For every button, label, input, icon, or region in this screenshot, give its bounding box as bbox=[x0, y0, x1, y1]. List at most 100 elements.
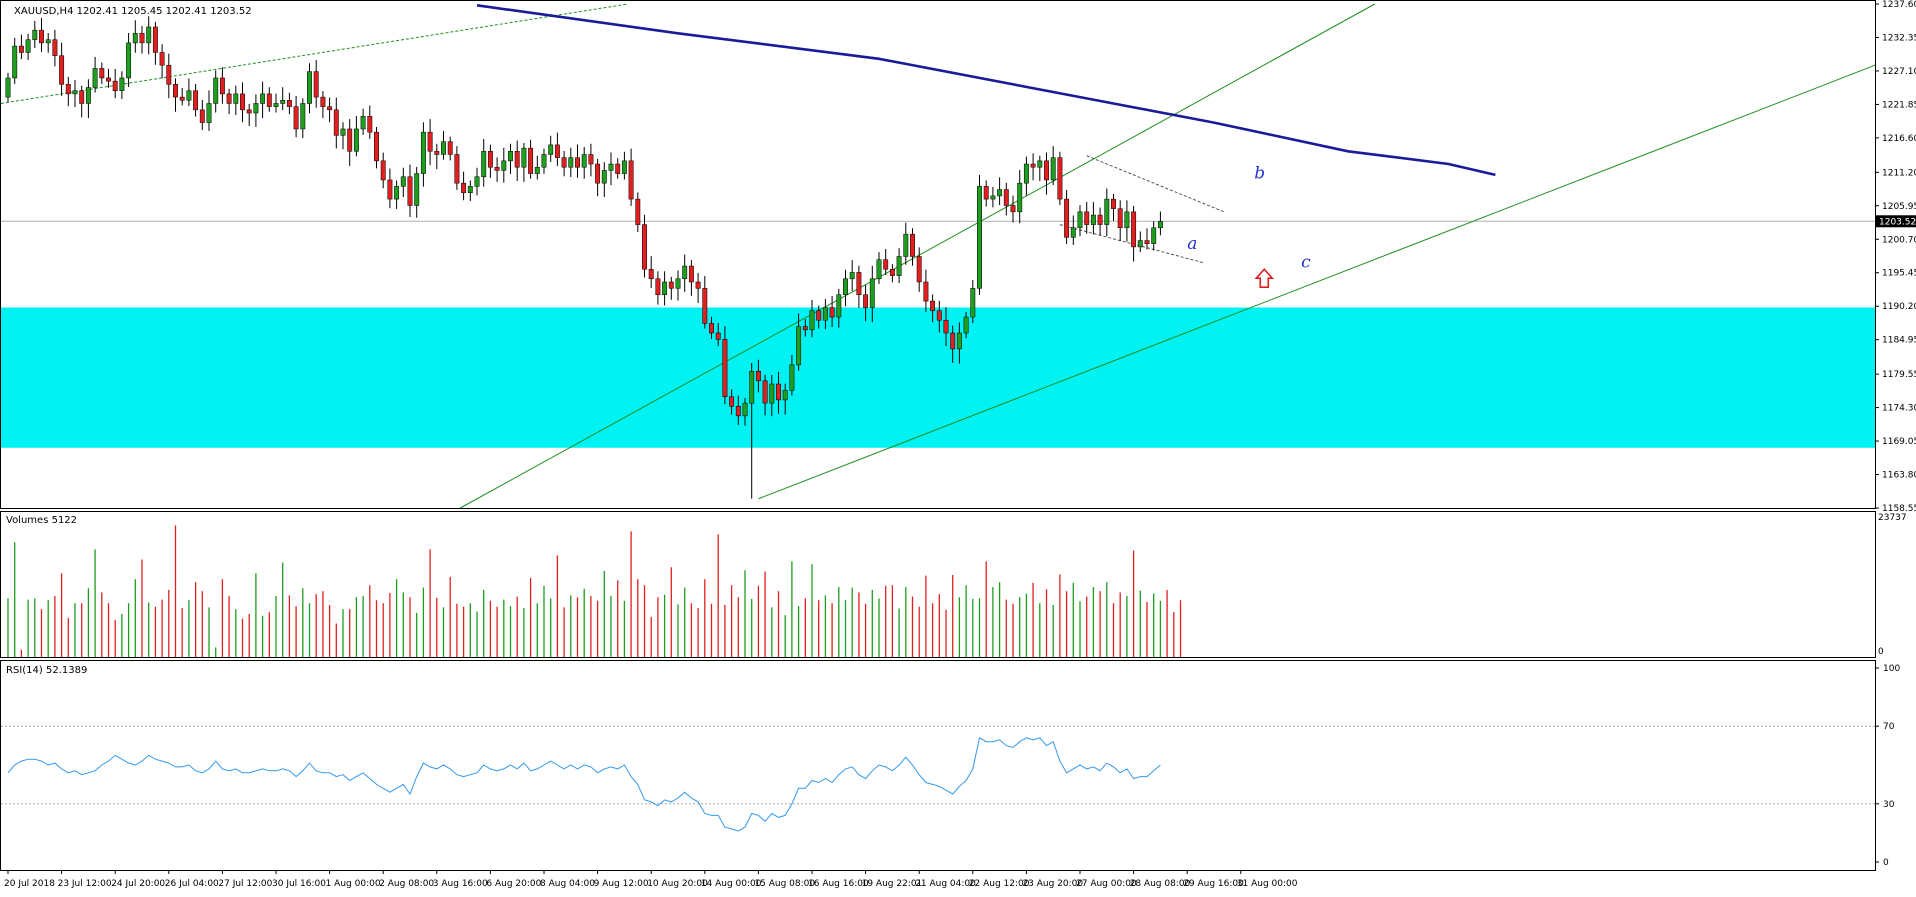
candle-down bbox=[18, 45, 24, 53]
candle-up bbox=[1104, 198, 1110, 225]
candle-down bbox=[554, 144, 560, 158]
candle-up bbox=[213, 77, 219, 104]
candle-up bbox=[903, 233, 909, 257]
candle-up bbox=[300, 103, 306, 130]
candle-down bbox=[648, 268, 654, 280]
moving-average-line bbox=[476, 4, 1496, 177]
time-tick-label: 24 Jul 20:00 bbox=[111, 879, 165, 889]
candle-up bbox=[501, 160, 507, 171]
rsi-panel: 100 70 30 0 bbox=[1, 664, 1900, 868]
candle-down bbox=[333, 109, 339, 136]
candle-up bbox=[340, 128, 346, 136]
candle-up bbox=[1070, 227, 1076, 238]
candle-down bbox=[688, 265, 694, 283]
candle-up bbox=[508, 151, 513, 162]
candlestick-series bbox=[5, 16, 1163, 499]
candle-down bbox=[1111, 198, 1116, 209]
candle-up bbox=[233, 93, 239, 104]
price-tick-label: 1237.60 bbox=[1882, 0, 1916, 10]
time-tick-label: 31 Aug 00:00 bbox=[1237, 879, 1298, 889]
candle-down bbox=[776, 383, 781, 401]
candle-down bbox=[755, 370, 761, 382]
candle-down bbox=[528, 147, 534, 174]
time-tick-label: 16 Aug 16:00 bbox=[808, 879, 869, 889]
candle-down bbox=[52, 39, 58, 56]
candle-down bbox=[1057, 157, 1063, 200]
candle-up bbox=[849, 272, 855, 280]
candle-down bbox=[762, 380, 768, 404]
price-tick-label: 1190.20 bbox=[1882, 302, 1916, 312]
candle-up bbox=[568, 157, 574, 168]
candle-up bbox=[420, 131, 426, 174]
candle-down bbox=[246, 109, 252, 114]
price-tick-label: 1232.35 bbox=[1882, 33, 1916, 43]
candle-up bbox=[25, 39, 31, 53]
candle-up bbox=[85, 87, 91, 104]
candle-up bbox=[1023, 163, 1029, 184]
candle-down bbox=[930, 300, 936, 311]
candle-down bbox=[983, 186, 989, 200]
candle-down bbox=[454, 154, 460, 184]
candle-up bbox=[796, 326, 802, 366]
up-arrow-icon bbox=[1254, 268, 1275, 289]
candle-up bbox=[307, 71, 312, 104]
volume-panel bbox=[7, 525, 1182, 657]
current-price-badge bbox=[1876, 215, 1916, 228]
candle-up bbox=[836, 294, 842, 318]
candle-down bbox=[715, 332, 721, 340]
candle-down bbox=[628, 160, 634, 200]
channel-lower-line bbox=[758, 64, 1876, 500]
candle-up bbox=[749, 370, 755, 404]
time-tick-label: 20 Jul 2018 bbox=[4, 879, 55, 889]
candle-up bbox=[414, 173, 420, 206]
candle-up bbox=[1151, 227, 1157, 244]
candle-down bbox=[65, 84, 71, 95]
candle-up bbox=[481, 151, 487, 178]
candle-down bbox=[595, 163, 601, 184]
volume-panel-label: Volumes 5122 bbox=[6, 515, 77, 526]
wave-label-b: b bbox=[1254, 164, 1265, 184]
candle-up bbox=[5, 77, 11, 98]
candle-up bbox=[970, 288, 976, 318]
candle-down bbox=[112, 80, 118, 91]
candle-down bbox=[461, 182, 467, 193]
candle-up bbox=[1137, 240, 1143, 248]
time-tick-label: 22 Aug 12:00 bbox=[969, 879, 1030, 889]
time-tick-label: 30 Jul 16:00 bbox=[272, 879, 326, 889]
candle-up bbox=[273, 103, 279, 107]
demand-zone bbox=[1, 307, 1875, 448]
candle-down bbox=[286, 100, 292, 107]
candle-down bbox=[1003, 189, 1009, 206]
time-tick-label: 3 Aug 16:00 bbox=[433, 879, 488, 889]
trend-channel bbox=[0, 3, 1876, 509]
candle-down bbox=[588, 154, 594, 165]
candle-down bbox=[173, 84, 178, 98]
volume-max-label: 23737 bbox=[1878, 513, 1907, 523]
time-tick-label: 15 Aug 08:00 bbox=[754, 879, 815, 889]
candle-up bbox=[206, 103, 212, 123]
candle-down bbox=[179, 96, 185, 101]
candle-down bbox=[816, 310, 822, 321]
candle-down bbox=[695, 281, 701, 289]
candle-down bbox=[152, 26, 158, 53]
candle-down bbox=[219, 77, 225, 95]
channel-upper-line bbox=[460, 3, 1376, 509]
price-tick-label: 1221.85 bbox=[1882, 100, 1916, 110]
price-tick-label: 1179.55 bbox=[1882, 370, 1916, 380]
candle-down bbox=[709, 323, 714, 334]
candle-up bbox=[608, 163, 614, 171]
candle-down bbox=[729, 396, 735, 407]
candle-up bbox=[467, 186, 473, 193]
candle-up bbox=[548, 144, 554, 155]
candle-down bbox=[434, 151, 440, 155]
candle-down bbox=[166, 64, 172, 85]
candle-up bbox=[260, 93, 266, 104]
candle-down bbox=[668, 281, 674, 289]
candle-down bbox=[447, 141, 453, 155]
candle-up bbox=[869, 278, 875, 308]
candle-down bbox=[655, 278, 661, 295]
candle-up bbox=[876, 259, 882, 280]
price-tick-label: 1169.05 bbox=[1882, 437, 1916, 447]
candle-down bbox=[889, 268, 895, 276]
